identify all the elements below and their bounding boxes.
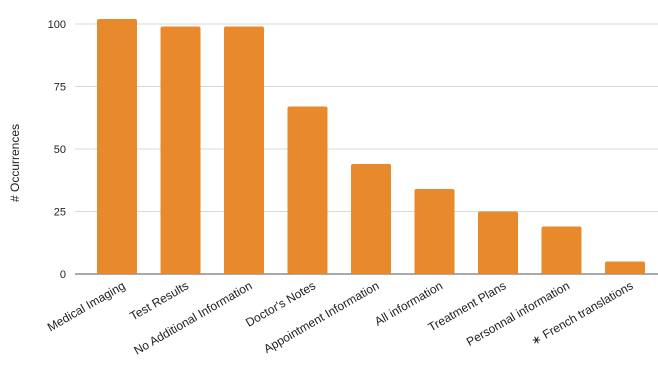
x-category-label: Appointment Information <box>261 278 381 355</box>
bar-7 <box>478 211 518 274</box>
bar-9 <box>605 261 645 274</box>
y-axis-ticks: 0 25 50 75 100 <box>48 19 66 281</box>
y-tick-label: 75 <box>54 82 66 94</box>
bar-1 <box>97 19 137 274</box>
y-tick-label: 25 <box>54 207 66 219</box>
bar-5 <box>351 164 391 274</box>
bar-2 <box>160 26 201 274</box>
y-tick-label: 0 <box>60 269 66 281</box>
y-axis-title: # Occurrences <box>8 124 22 202</box>
y-tick-label: 100 <box>48 19 66 31</box>
x-category-label: No Additional Information <box>131 278 254 357</box>
y-tick-label: 50 <box>54 144 66 156</box>
bar-4 <box>287 106 328 274</box>
bar-3 <box>224 26 264 274</box>
x-category-label: Personnal information <box>464 278 572 348</box>
bar-6 <box>414 189 455 274</box>
bar-8 <box>541 226 582 274</box>
bars <box>97 19 645 274</box>
x-category-label: ∗ French translations <box>529 278 636 348</box>
x-category-label: Medical Imaging <box>45 278 128 334</box>
